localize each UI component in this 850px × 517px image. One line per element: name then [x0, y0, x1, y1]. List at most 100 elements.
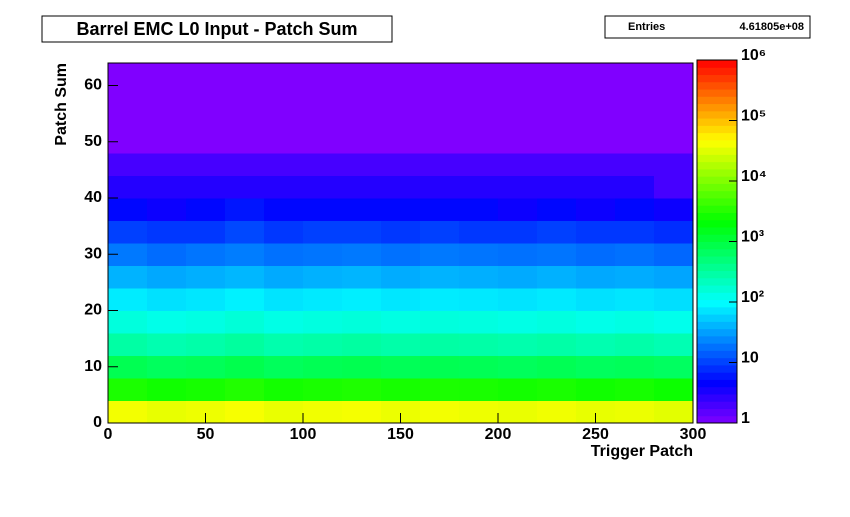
- cell: [303, 198, 343, 221]
- cell: [264, 153, 304, 176]
- cell: [264, 175, 304, 199]
- stats-box: [604, 15, 811, 39]
- cell: [498, 63, 538, 86]
- cell: [108, 85, 148, 109]
- cell: [459, 220, 499, 244]
- cell: [186, 85, 226, 109]
- cell: [147, 243, 187, 266]
- cell: [108, 310, 148, 334]
- colorbar-band: [697, 372, 737, 380]
- cell: [537, 198, 577, 221]
- cell: [459, 85, 499, 109]
- cell: [459, 333, 499, 356]
- title-box: [41, 15, 393, 43]
- cell: [537, 153, 577, 176]
- cell: [342, 310, 382, 334]
- cell: [576, 378, 616, 401]
- cell: [381, 85, 421, 109]
- cell: [459, 198, 499, 221]
- cell: [186, 333, 226, 356]
- cell: [498, 333, 538, 356]
- cell: [459, 288, 499, 311]
- chart-title: Barrel EMC L0 Input - Patch Sum: [76, 19, 357, 39]
- colorbar-band: [697, 212, 737, 221]
- cell: [615, 63, 655, 86]
- cell: [225, 400, 265, 424]
- colorbar-band: [697, 241, 737, 250]
- cell: [537, 175, 577, 199]
- cell: [654, 355, 694, 379]
- cell: [537, 400, 577, 424]
- cell: [459, 243, 499, 266]
- cell: [381, 355, 421, 379]
- cell: [576, 400, 616, 424]
- cell: [381, 243, 421, 266]
- cell: [654, 85, 694, 109]
- colorbar-band: [697, 161, 737, 170]
- cell: [537, 288, 577, 311]
- cell: [225, 265, 265, 289]
- cell: [108, 378, 148, 401]
- cell: [615, 220, 655, 244]
- cell: [576, 220, 616, 244]
- cell: [108, 333, 148, 356]
- z-tick-label: 10²: [741, 289, 764, 306]
- cell: [264, 220, 304, 244]
- cell: [498, 243, 538, 266]
- cell: [225, 333, 265, 356]
- x-tick-label: 0: [104, 426, 113, 443]
- cell: [303, 310, 343, 334]
- cell: [303, 153, 343, 176]
- cell: [537, 220, 577, 244]
- cell: [459, 63, 499, 86]
- cell: [420, 243, 460, 266]
- cell: [225, 108, 265, 131]
- cell: [459, 130, 499, 154]
- cell: [654, 175, 694, 199]
- colorbar-band: [697, 176, 737, 184]
- colorbar-band: [697, 81, 737, 90]
- cell: [420, 63, 460, 86]
- cell: [186, 198, 226, 221]
- cell: [264, 310, 304, 334]
- cell: [420, 153, 460, 176]
- cell: [147, 63, 187, 86]
- cell: [186, 310, 226, 334]
- cell: [654, 63, 694, 86]
- cell: [108, 175, 148, 199]
- cell: [264, 333, 304, 356]
- stats-value: 4.61805e+08: [739, 21, 804, 33]
- cell: [264, 288, 304, 311]
- cell: [342, 265, 382, 289]
- y-tick-label: 60: [84, 77, 102, 94]
- cell: [420, 198, 460, 221]
- cell: [147, 220, 187, 244]
- cell: [576, 243, 616, 266]
- colorbar-band: [697, 147, 737, 155]
- x-tick-label: 200: [485, 426, 512, 443]
- colorbar-band: [697, 103, 737, 112]
- cell: [108, 265, 148, 289]
- cell: [303, 400, 343, 424]
- cell: [615, 130, 655, 154]
- cell: [264, 63, 304, 86]
- cell: [381, 108, 421, 131]
- x-tick-label: 100: [290, 426, 317, 443]
- cell: [342, 198, 382, 221]
- cell: [342, 220, 382, 244]
- cell: [303, 355, 343, 379]
- cell: [186, 108, 226, 131]
- cell: [576, 355, 616, 379]
- colorbar-band: [697, 67, 737, 76]
- cell: [303, 63, 343, 86]
- cell: [420, 378, 460, 401]
- cell: [264, 243, 304, 266]
- cell: [186, 288, 226, 311]
- cell: [342, 85, 382, 109]
- cell: [537, 355, 577, 379]
- cell: [186, 355, 226, 379]
- cell: [225, 175, 265, 199]
- x-tick-label: 250: [582, 426, 609, 443]
- cell: [498, 175, 538, 199]
- cell: [147, 378, 187, 401]
